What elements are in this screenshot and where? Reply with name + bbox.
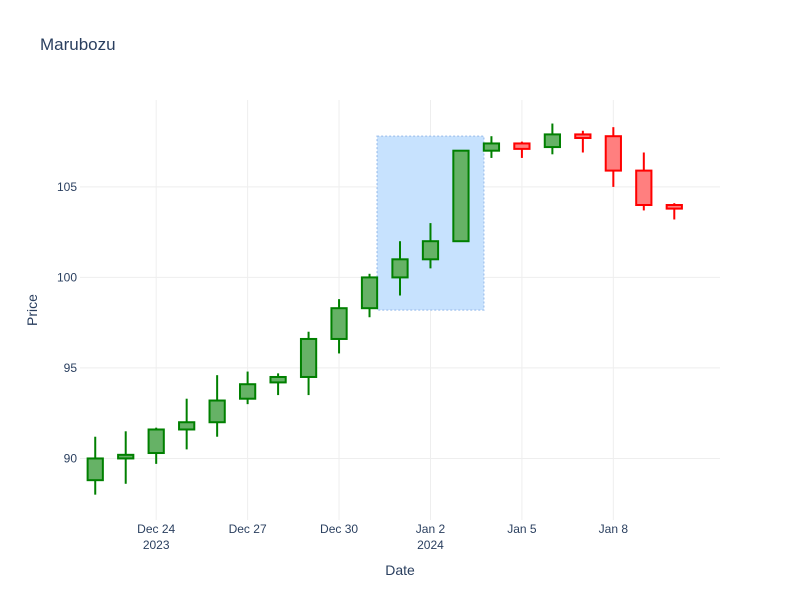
y-tick-label: 95	[64, 361, 78, 375]
x-tick-label: Jan 2	[416, 522, 446, 536]
y-tick-label: 100	[57, 270, 77, 284]
x-tick-label: Dec 27	[229, 522, 267, 536]
candle[interactable]	[482, 136, 501, 158]
candle[interactable]	[513, 141, 531, 158]
candle[interactable]	[208, 375, 226, 437]
candle-body	[360, 276, 379, 310]
candle-body	[574, 133, 592, 140]
candle-body	[178, 421, 196, 431]
candle[interactable]	[391, 241, 409, 296]
candle-body	[239, 383, 257, 400]
candle-body	[208, 399, 226, 424]
candle-body	[452, 149, 470, 243]
y-tick-label: 105	[57, 180, 77, 194]
candle[interactable]	[360, 273, 379, 318]
candle[interactable]	[543, 123, 561, 155]
candle[interactable]	[178, 398, 196, 450]
candle[interactable]	[452, 149, 470, 243]
candle-body	[86, 457, 104, 482]
candle-body	[604, 135, 622, 172]
candle[interactable]	[574, 130, 592, 153]
candle[interactable]	[147, 427, 165, 464]
candle[interactable]	[665, 203, 683, 220]
y-axis-ticks: 90 95 100 105	[57, 180, 77, 466]
candle-body	[513, 142, 531, 150]
candle[interactable]	[635, 152, 653, 211]
candle-body	[330, 307, 348, 340]
x-tick-label: Jan 8	[599, 522, 629, 536]
candle[interactable]	[239, 371, 257, 405]
y-axis-title: Price	[24, 294, 40, 326]
candle-body	[635, 169, 653, 207]
x-tick-label: Dec 30	[320, 522, 358, 536]
x-tick-label: Dec 24	[137, 522, 175, 536]
candle-body	[147, 428, 165, 455]
x-axis-ticks: Dec 24 2023 Dec 27 Dec 30 Jan 2 2024 Jan 5 Jan …	[137, 522, 628, 552]
candle[interactable]	[604, 127, 622, 187]
y-tick-label: 90	[64, 451, 78, 465]
candle[interactable]	[117, 431, 135, 484]
candle[interactable]	[330, 299, 348, 354]
candle[interactable]	[299, 331, 318, 396]
x-tick-year-label: 2023	[143, 538, 170, 552]
candle-body	[421, 240, 440, 261]
x-tick-year-label: 2024	[417, 538, 444, 552]
chart-title: Marubozu	[40, 35, 116, 54]
candle[interactable]	[421, 223, 440, 269]
candle[interactable]	[86, 436, 104, 495]
candle-body	[299, 337, 318, 378]
candle-body	[665, 204, 683, 210]
x-tick-label: Jan 5	[507, 522, 537, 536]
candle-body	[269, 375, 287, 384]
x-axis-title: Date	[385, 562, 415, 578]
candle-body	[482, 142, 501, 152]
candle[interactable]	[269, 373, 287, 396]
candle-body	[117, 453, 135, 460]
candles	[86, 123, 683, 495]
candle-body	[391, 258, 409, 279]
candle-body	[543, 133, 561, 149]
